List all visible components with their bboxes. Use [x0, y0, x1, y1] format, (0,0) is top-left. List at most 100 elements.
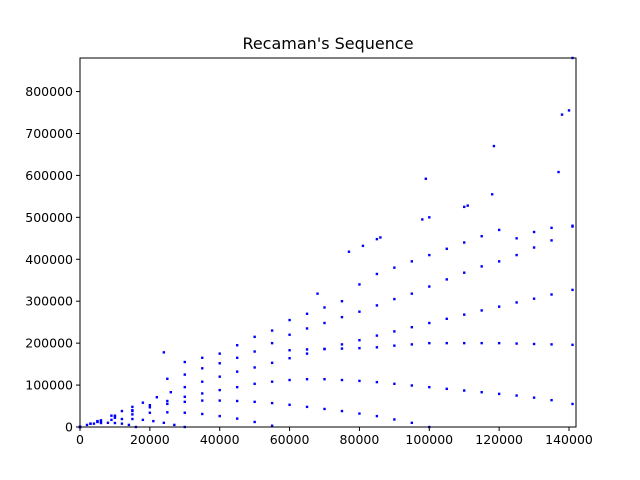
- data-point: [218, 414, 221, 418]
- data-point: [463, 271, 466, 274]
- data-point: [323, 347, 326, 351]
- data-point: [288, 349, 291, 352]
- data-point: [270, 380, 274, 383]
- data-point: [340, 347, 344, 350]
- data-point: [316, 292, 319, 295]
- data-point: [270, 329, 274, 332]
- data-point: [571, 288, 574, 292]
- y-tick-label: 500000: [25, 210, 73, 225]
- data-point: [445, 278, 448, 281]
- data-point: [169, 391, 173, 394]
- data-point: [183, 373, 186, 376]
- data-point: [270, 401, 274, 405]
- data-point: [515, 253, 518, 257]
- data-point: [183, 411, 186, 414]
- data-point: [253, 335, 256, 339]
- data-point: [375, 237, 379, 241]
- data-point: [463, 205, 466, 209]
- data-point: [358, 412, 361, 415]
- data-point: [305, 312, 309, 315]
- x-tick-label: 40000: [200, 432, 240, 447]
- x-tick-label: 120000: [475, 432, 523, 447]
- data-point: [550, 343, 553, 346]
- data-point: [410, 421, 414, 425]
- data-point: [466, 204, 469, 207]
- data-point: [375, 414, 379, 418]
- data-point: [148, 411, 152, 414]
- data-point: [428, 216, 431, 219]
- data-point: [166, 377, 169, 380]
- data-point: [152, 419, 155, 423]
- data-point: [497, 341, 501, 345]
- data-point: [463, 341, 466, 345]
- data-point: [162, 351, 166, 354]
- data-point: [515, 301, 518, 304]
- data-point: [270, 424, 274, 427]
- data-point: [218, 375, 221, 378]
- data-point: [127, 423, 131, 427]
- x-tick-label: 60000: [270, 432, 310, 447]
- data-point: [358, 346, 361, 350]
- data-point: [162, 421, 166, 425]
- data-point: [428, 253, 431, 257]
- data-point: [323, 306, 326, 309]
- data-point: [235, 417, 239, 420]
- y-tick-label: 0: [65, 420, 73, 435]
- data-point: [183, 400, 186, 404]
- data-point: [89, 422, 92, 425]
- data-point: [288, 378, 291, 382]
- data-point: [490, 193, 494, 196]
- data-point: [340, 343, 344, 346]
- data-point: [173, 423, 176, 427]
- data-point: [497, 392, 501, 396]
- data-point: [253, 350, 256, 353]
- data-point: [445, 247, 448, 250]
- data-point: [375, 272, 379, 276]
- data-point: [131, 409, 134, 413]
- data-point: [305, 378, 309, 381]
- data-point: [120, 422, 124, 425]
- data-point: [323, 378, 326, 381]
- y-tick-label: 200000: [25, 336, 73, 351]
- x-tick-label: 140000: [545, 432, 593, 447]
- data-point: [131, 413, 134, 416]
- data-point: [288, 357, 291, 360]
- data-point: [131, 417, 134, 421]
- data-point: [463, 389, 466, 392]
- data-point: [557, 170, 560, 174]
- data-point: [270, 361, 274, 365]
- data-point: [288, 333, 291, 336]
- data-point: [532, 230, 536, 234]
- data-point: [183, 385, 186, 389]
- data-point: [410, 292, 414, 295]
- data-point: [305, 348, 309, 351]
- data-point: [166, 411, 169, 414]
- data-point: [379, 236, 382, 239]
- data-point: [201, 392, 204, 395]
- data-point: [96, 420, 99, 424]
- data-point: [235, 370, 239, 373]
- data-point: [358, 310, 361, 313]
- data-point: [218, 399, 221, 402]
- data-point: [393, 266, 396, 269]
- data-point: [340, 378, 344, 382]
- y-axis: 0 100000 200000 300000 400000 500000 600000 700…: [25, 84, 80, 435]
- data-point: [340, 315, 344, 319]
- x-tick-label: 0: [76, 432, 84, 447]
- data-point: [120, 409, 124, 413]
- data-point: [532, 396, 536, 399]
- data-point: [218, 352, 221, 355]
- data-point: [375, 334, 379, 337]
- data-point: [340, 409, 344, 413]
- data-point: [515, 394, 518, 397]
- y-tick-label: 600000: [25, 168, 73, 183]
- data-point: [235, 385, 239, 389]
- data-point: [445, 341, 448, 345]
- data-point: [305, 327, 309, 330]
- data-point: [99, 419, 103, 422]
- data-point: [550, 239, 553, 242]
- data-point: [550, 293, 553, 296]
- data-point: [92, 422, 96, 425]
- data-point: [166, 399, 169, 403]
- data-point: [497, 260, 501, 263]
